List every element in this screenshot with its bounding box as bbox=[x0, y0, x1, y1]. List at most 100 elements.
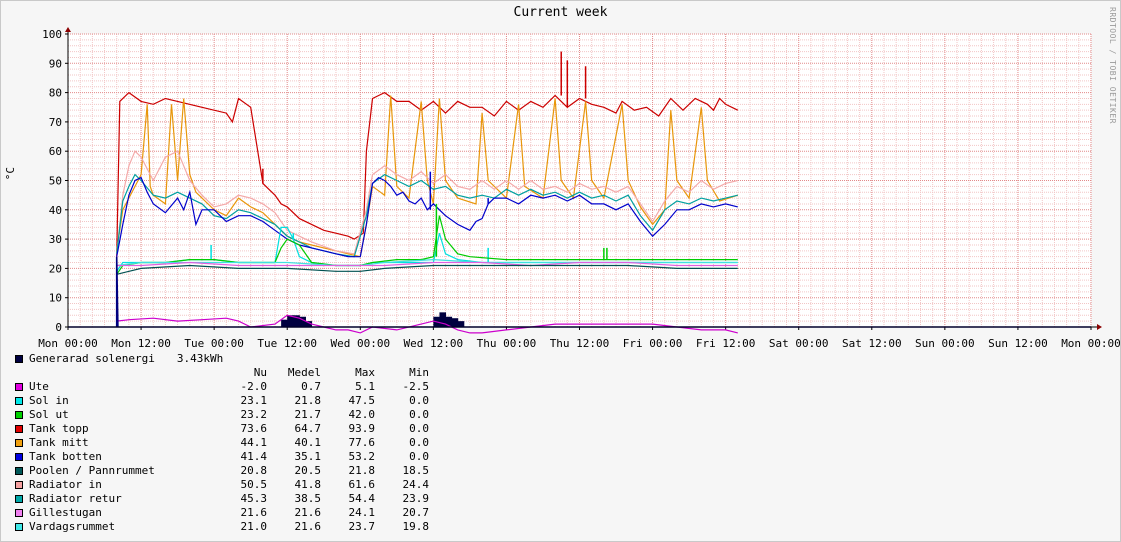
legend-series-name: Tank topp bbox=[29, 422, 89, 435]
legend-value-min: 19.8 bbox=[402, 520, 430, 533]
y-tick-label: 0 bbox=[55, 321, 62, 334]
x-tick-label: Sun 12:00 bbox=[988, 337, 1048, 350]
legend-row: Tank topp 73.6 64.7 93.9 0.0 bbox=[15, 422, 441, 436]
legend-rows: Ute -2.0 0.7 5.1 -2.5 Sol in 23.1 21.8 47.5 0.0 So… bbox=[15, 380, 441, 534]
legend-value-min: 0.0 bbox=[409, 450, 429, 463]
legend-series-name: Tank mitt bbox=[29, 436, 89, 449]
x-tick-label: Wed 00:00 bbox=[330, 337, 390, 350]
x-tick-label: Fri 00:00 bbox=[623, 337, 683, 350]
legend-energy-row: Generarad solenergi 3.43kWh bbox=[15, 352, 441, 366]
x-tick-label: Sat 12:00 bbox=[842, 337, 902, 350]
legend-value-nu: 41.4 bbox=[240, 450, 268, 463]
y-tick-label: 80 bbox=[49, 87, 62, 100]
legend-value-min: 0.0 bbox=[409, 408, 429, 421]
x-axis-arrow bbox=[1097, 324, 1102, 330]
legend-row: Tank botten 41.4 35.1 53.2 0.0 bbox=[15, 450, 441, 464]
legend-row: Vardagsrummet 21.0 21.6 23.7 19.8 bbox=[15, 520, 441, 534]
chart-title: Current week bbox=[513, 5, 608, 20]
legend-swatch bbox=[15, 467, 23, 475]
energy-bar bbox=[299, 316, 306, 327]
legend-value-medel: 20.5 bbox=[294, 464, 322, 477]
x-tick-label: Mon 00:00 bbox=[38, 337, 98, 350]
legend-energy-swatch bbox=[15, 355, 23, 363]
y-axis-arrow bbox=[65, 27, 71, 32]
series-line-radiator-in bbox=[116, 150, 738, 255]
legend-value-min: 23.9 bbox=[402, 492, 430, 505]
legend-energy-label: Generarad solenergi bbox=[29, 352, 155, 365]
y-tick-label: 30 bbox=[49, 233, 62, 246]
legend-value-nu: 50.5 bbox=[240, 478, 268, 491]
series-line-tank-botten bbox=[116, 176, 738, 258]
legend-value-nu: -2.0 bbox=[240, 380, 268, 393]
legend-row: Gillestugan 21.6 21.6 24.1 20.7 bbox=[15, 506, 441, 520]
rrdtool-watermark: RRDTOOL / TOBI OETIKER bbox=[1108, 7, 1117, 124]
legend-series-name: Sol ut bbox=[29, 408, 69, 421]
legend-value-min: 20.7 bbox=[402, 506, 430, 519]
series-line-ute bbox=[116, 314, 738, 334]
legend-value-max: 61.6 bbox=[348, 478, 376, 491]
legend-series-name: Ute bbox=[29, 380, 49, 393]
x-tick-label: Tue 00:00 bbox=[184, 337, 244, 350]
plot-area: 0 10 20 30 40 50 60 70 80 90 100 Mon 00:00 Mon 12:00… bbox=[38, 27, 1120, 350]
legend-value-min: 0.0 bbox=[409, 394, 429, 407]
legend-swatch bbox=[15, 439, 23, 447]
energy-bar bbox=[287, 315, 294, 327]
legend-value-max: 5.1 bbox=[355, 380, 375, 393]
legend-value-medel: 35.1 bbox=[294, 450, 322, 463]
legend-value-medel: 64.7 bbox=[294, 422, 322, 435]
energy-bar bbox=[293, 315, 300, 327]
legend-value-nu: 73.6 bbox=[240, 422, 268, 435]
legend-value-medel: 21.7 bbox=[294, 408, 322, 421]
legend-value-nu: 45.3 bbox=[240, 492, 268, 505]
legend-swatch bbox=[15, 481, 23, 489]
legend-header-medel: Medel bbox=[287, 366, 321, 379]
legend-series-name: Tank botten bbox=[29, 450, 102, 463]
series-line-tank-topp bbox=[116, 91, 739, 257]
legend-row: Sol ut 23.2 21.7 42.0 0.0 bbox=[15, 408, 441, 422]
legend-value-medel: 0.7 bbox=[301, 380, 321, 393]
x-tick-label: Fri 12:00 bbox=[696, 337, 756, 350]
legend-value-medel: 40.1 bbox=[294, 436, 322, 449]
legend-value-min: 24.4 bbox=[402, 478, 430, 491]
legend-row: Radiator retur 45.3 38.5 54.4 23.9 bbox=[15, 492, 441, 506]
y-tick-label: 60 bbox=[49, 145, 62, 158]
legend-value-max: 53.2 bbox=[348, 450, 376, 463]
legend-header-nu: Nu bbox=[253, 366, 267, 379]
legend-series-name: Poolen / Pannrummet bbox=[29, 464, 155, 477]
legend-value-max: 24.1 bbox=[348, 506, 376, 519]
y-tick-label: 70 bbox=[49, 116, 62, 129]
legend-value-nu: 44.1 bbox=[240, 436, 268, 449]
series-line-gillestugan bbox=[116, 261, 738, 267]
x-tick-label: Mon 12:00 bbox=[111, 337, 171, 350]
legend-value-medel: 38.5 bbox=[294, 492, 322, 505]
legend-swatch bbox=[15, 495, 23, 503]
y-tick-label: 10 bbox=[49, 292, 62, 305]
legend-row: Poolen / Pannrummet 20.8 20.5 21.8 18.5 bbox=[15, 464, 441, 478]
series-line-poolen-pannrummet bbox=[116, 264, 738, 275]
legend-value-medel: 21.6 bbox=[294, 520, 322, 533]
energy-bar bbox=[281, 319, 288, 327]
legend-value-min: -2.5 bbox=[402, 380, 430, 393]
y-tick-label: 50 bbox=[49, 175, 62, 188]
legend-swatch bbox=[15, 453, 23, 461]
y-tick-label: 90 bbox=[49, 57, 62, 70]
legend-value-nu: 21.6 bbox=[240, 506, 268, 519]
energy-bar bbox=[451, 318, 459, 327]
legend-swatch bbox=[15, 509, 23, 517]
legend-value-medel: 41.8 bbox=[294, 478, 322, 491]
legend-value-nu: 21.0 bbox=[240, 520, 268, 533]
legend-swatch bbox=[15, 425, 23, 433]
series-line-tank-mitt bbox=[116, 95, 738, 258]
legend-value-max: 23.7 bbox=[348, 520, 376, 533]
legend-value-max: 21.8 bbox=[348, 464, 376, 477]
x-tick-label: Wed 12:00 bbox=[404, 337, 464, 350]
x-tick-label: Sun 00:00 bbox=[915, 337, 975, 350]
legend-energy-total: 3.43kWh bbox=[176, 352, 224, 365]
x-tick-label: Mon 00:00 bbox=[1061, 337, 1120, 350]
energy-bar bbox=[305, 321, 313, 327]
legend-value-max: 47.5 bbox=[348, 394, 376, 407]
legend-row: Sol in 23.1 21.8 47.5 0.0 bbox=[15, 394, 441, 408]
legend-header-min: Min bbox=[409, 366, 429, 379]
legend-value-max: 42.0 bbox=[348, 408, 376, 421]
